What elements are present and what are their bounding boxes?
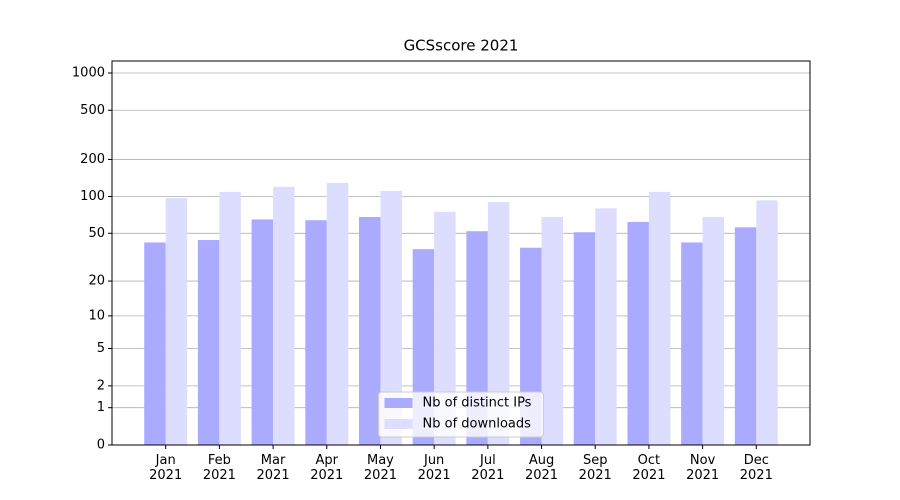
x-tick-label: Dec 2021 <box>739 453 773 483</box>
x-tick-label: Sep 2021 <box>578 453 612 483</box>
y-tick-label: 2 <box>97 378 105 393</box>
x-tick-label: Jan 2021 <box>149 453 183 483</box>
y-tick-label: 500 <box>80 103 105 118</box>
bar <box>702 217 725 445</box>
y-tick-label: 5 <box>97 341 105 356</box>
legend-label: Nb of downloads <box>423 417 532 432</box>
bar <box>627 221 649 445</box>
x-tick-label: Nov 2021 <box>686 453 720 483</box>
bar <box>756 200 778 445</box>
y-tick-label: 1000 <box>72 66 105 81</box>
plot-frame <box>111 60 811 446</box>
legend-box <box>378 391 544 438</box>
bar <box>305 220 327 445</box>
bar <box>273 186 295 445</box>
x-tick-label: Mar 2021 <box>256 453 290 483</box>
x-tick-label: Apr 2021 <box>310 453 344 483</box>
legend-label: Nb of distinct IPs <box>423 396 532 411</box>
x-tick-label: May 2021 <box>363 453 397 483</box>
legend-swatch <box>384 398 413 408</box>
bar <box>541 217 564 445</box>
bar <box>595 208 617 445</box>
bar <box>219 191 241 445</box>
x-tick-label: Feb 2021 <box>202 453 236 483</box>
x-tick-label: Jul 2021 <box>471 453 505 483</box>
x-tick-label: Oct 2021 <box>632 453 666 483</box>
bar <box>358 217 381 445</box>
bar <box>326 182 349 445</box>
bar <box>144 242 166 445</box>
bar <box>197 240 220 445</box>
chart-title: GCSscore 2021 <box>404 37 519 55</box>
y-tick-label: 50 <box>88 226 105 241</box>
legend-swatch <box>384 419 413 429</box>
x-tick-label: Jun 2021 <box>417 453 451 483</box>
bar <box>734 227 757 445</box>
bar <box>434 211 456 445</box>
bar <box>648 191 671 445</box>
y-tick-label: 100 <box>80 189 105 204</box>
y-tick-label: 0 <box>97 438 105 453</box>
bar <box>681 242 703 445</box>
bar <box>251 219 274 445</box>
x-tick-label: Aug 2021 <box>524 453 559 483</box>
bar <box>165 198 188 445</box>
y-tick-label: 10 <box>88 308 105 323</box>
y-tick-label: 1 <box>97 400 105 415</box>
bar <box>487 202 510 445</box>
y-tick-label: 200 <box>80 152 105 167</box>
bar <box>380 190 402 445</box>
bar <box>573 232 596 445</box>
y-tick-label: 20 <box>88 274 105 289</box>
